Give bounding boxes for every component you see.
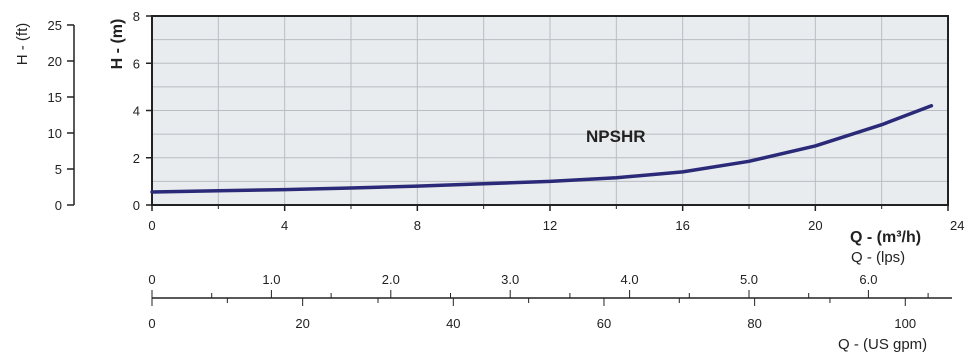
curve-label-npshr: NPSHR — [586, 127, 646, 146]
gpm-tick-label: 80 — [747, 316, 761, 331]
y-axis-title-ft: H - (ft) — [14, 23, 31, 66]
lps-tick-label: 5.0 — [740, 272, 758, 287]
y-axis-title-m: H - (m) — [109, 19, 126, 70]
y-tick-label-m: 4 — [133, 104, 140, 119]
x-tick-label-m3h: 16 — [675, 218, 689, 233]
lps-tick-label: 3.0 — [501, 272, 519, 287]
lps-tick-label: 6.0 — [859, 272, 877, 287]
y-tick-label-m: 0 — [133, 198, 140, 213]
y-tick-label-ft: 0 — [55, 198, 62, 213]
curve-layer — [150, 104, 934, 194]
grid-lines — [152, 16, 948, 205]
lps-tick-label: 2.0 — [382, 272, 400, 287]
gpm-tick-label: 40 — [446, 316, 460, 331]
x-axis-title-gpm: Q - (US gpm) — [838, 336, 927, 353]
y-tick-label-ft: 20 — [48, 54, 62, 69]
series-line-npshr — [150, 104, 934, 194]
gpm-tick-label: 100 — [894, 316, 916, 331]
lps-tick-label: 0 — [148, 272, 155, 287]
y-tick-label-ft: 15 — [48, 90, 62, 105]
x-axis-title-lps: Q - (lps) — [851, 249, 905, 266]
gpm-tick-label: 60 — [597, 316, 611, 331]
x-tick-label-m3h: 20 — [808, 218, 822, 233]
x-tick-label-m3h: 0 — [148, 218, 155, 233]
gpm-tick-label: 20 — [295, 316, 309, 331]
y-tick-label-ft: 25 — [48, 18, 62, 33]
y-tick-label-ft: 5 — [55, 162, 62, 177]
y-tick-label-m: 6 — [133, 56, 140, 71]
y-tick-label-ft: 10 — [48, 126, 62, 141]
x-tick-label-m3h: 8 — [414, 218, 421, 233]
lps-tick-label: 1.0 — [262, 272, 280, 287]
gpm-tick-label: 0 — [148, 316, 155, 331]
x-tick-label-m3h: 4 — [281, 218, 288, 233]
x-axis-title-m3h: Q - (m³/h) — [850, 229, 921, 246]
x-tick-label-m3h: 12 — [543, 218, 557, 233]
y-tick-label-m: 8 — [133, 9, 140, 24]
x-tick-label-m3h: 24 — [950, 218, 964, 233]
lps-tick-label: 4.0 — [621, 272, 639, 287]
y-tick-label-m: 2 — [133, 151, 140, 166]
